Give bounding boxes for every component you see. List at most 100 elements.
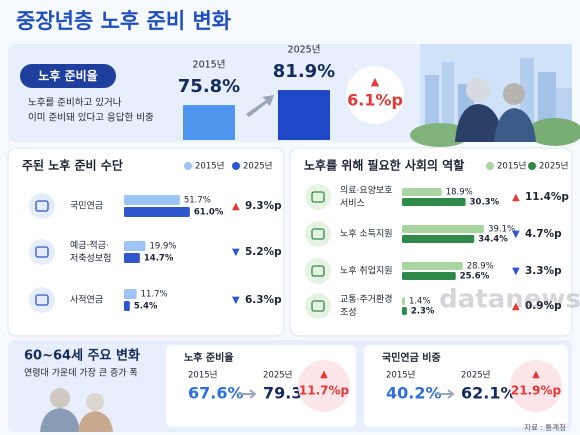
- value-label: 51.7%: [184, 196, 211, 206]
- bar: [402, 272, 456, 280]
- value-label: 62.1%: [461, 384, 517, 403]
- legend-swatch: [232, 162, 240, 170]
- row-label: 노후 취업지원: [340, 266, 393, 277]
- year-label: 2015년: [188, 370, 217, 381]
- bar: [402, 307, 407, 315]
- legend-label: 2025년: [539, 161, 568, 172]
- section-title: 주된 노후 준비 수단: [22, 158, 123, 173]
- change-icon: ▲: [512, 192, 520, 203]
- couple-illustration: [40, 388, 113, 432]
- legend-label: 2015년: [497, 161, 526, 172]
- bar: [124, 301, 130, 311]
- source: 자료 : 통계청: [524, 422, 566, 432]
- change-icon: ▲: [532, 369, 540, 380]
- bar: [124, 195, 180, 205]
- legend-swatch: [486, 162, 494, 170]
- change-icon: ▲: [232, 201, 240, 212]
- value-label: 40.2%: [386, 384, 442, 403]
- change-icon: ▼: [232, 247, 240, 258]
- section-title: 노후를 위해 필요한 사회의 역할: [304, 158, 464, 173]
- value-label: 28.9%: [467, 262, 494, 272]
- row-label: 노후 소득지원: [340, 229, 393, 240]
- section-title: 60~64세 주요 변화: [24, 348, 140, 364]
- arrow: [246, 95, 274, 117]
- bar: [278, 90, 330, 140]
- icon: [35, 200, 49, 212]
- icon-bg: [305, 184, 331, 210]
- change-badge: [298, 360, 350, 412]
- value-label: 81.9%: [273, 61, 335, 82]
- change-icon: ▼: [512, 229, 520, 240]
- readiness-label: 노후 준비율: [38, 68, 97, 83]
- icon: [311, 265, 325, 277]
- bar: [402, 235, 475, 243]
- change-value: 5.2%p: [245, 246, 282, 258]
- bar: [402, 198, 466, 206]
- city-illustration: [410, 44, 580, 147]
- section-subtitle: 연령대 가운데 가장 큰 증가 폭: [24, 367, 138, 379]
- row-label: 저축성보험: [70, 253, 111, 264]
- year-label: 2025년: [288, 45, 321, 56]
- legend-label: 2015년: [195, 161, 224, 172]
- icon-bg: [29, 193, 55, 219]
- change-icon: ▲: [320, 369, 328, 380]
- change-value: 9.3%p: [245, 200, 282, 212]
- value-label: 30.3%: [470, 198, 500, 208]
- change-value: 11.4%p: [525, 191, 569, 203]
- bar: [402, 297, 405, 305]
- change-value: 3.3%p: [525, 265, 562, 277]
- change-icon: ▲: [371, 75, 380, 88]
- icon: [311, 228, 325, 240]
- change-badge: [510, 360, 562, 412]
- row-label: 의료·요양보호: [340, 185, 393, 196]
- icon-bg: [29, 287, 55, 313]
- panel-label: 노후 준비율: [184, 351, 233, 364]
- change-badge: [346, 66, 404, 124]
- description-line: 노후를 준비하고 있거나: [28, 97, 122, 109]
- value-label: 19.9%: [149, 242, 176, 252]
- page-title: 중장년층 노후 준비 변화: [16, 9, 232, 33]
- label-pill: [20, 64, 116, 88]
- icon-bg: [305, 293, 331, 319]
- value-label: 39.1%: [488, 225, 515, 235]
- bar: [124, 289, 137, 299]
- year-label: 2015년: [193, 60, 226, 71]
- bar: [402, 188, 442, 196]
- value-label: 5.4%: [134, 302, 158, 312]
- bar: [183, 105, 235, 140]
- icon: [35, 294, 49, 306]
- value-label: 2.3%: [411, 307, 435, 317]
- legend-swatch: [528, 162, 536, 170]
- year-label: 2015년: [386, 370, 415, 381]
- icon: [311, 191, 325, 203]
- legend-swatch: [184, 162, 192, 170]
- arrow: [238, 389, 257, 399]
- change-value: 21.9%p: [511, 384, 562, 398]
- row-label: 사적연금: [70, 294, 103, 306]
- icon: [311, 300, 325, 312]
- value-label: 1.4%: [409, 297, 431, 307]
- change-value: 6.3%p: [245, 294, 282, 306]
- row-label: 국민연금: [70, 201, 103, 212]
- value-label: 11.7%: [141, 290, 168, 300]
- value-label: 61.0%: [194, 208, 224, 218]
- row-label: 조성: [340, 307, 357, 318]
- value-label: 14.7%: [144, 254, 174, 264]
- change-value: 4.7%p: [525, 228, 562, 240]
- icon: [35, 246, 49, 258]
- watermark: datanews: [439, 285, 580, 315]
- bar: [402, 225, 485, 233]
- arrow: [436, 389, 455, 399]
- row-label: 교통·주거환경: [340, 293, 393, 305]
- icon-bg: [29, 239, 55, 265]
- change-icon: ▼: [512, 266, 520, 277]
- change-icon: ▼: [232, 295, 240, 306]
- value-label: 34.4%: [478, 235, 508, 245]
- year-label: 2025년: [263, 370, 292, 381]
- legend-label: 2025년: [243, 161, 272, 172]
- bar: [124, 253, 140, 263]
- row-label: 서비스: [340, 198, 365, 209]
- change-icon: ▲: [512, 301, 520, 312]
- bar: [402, 262, 463, 270]
